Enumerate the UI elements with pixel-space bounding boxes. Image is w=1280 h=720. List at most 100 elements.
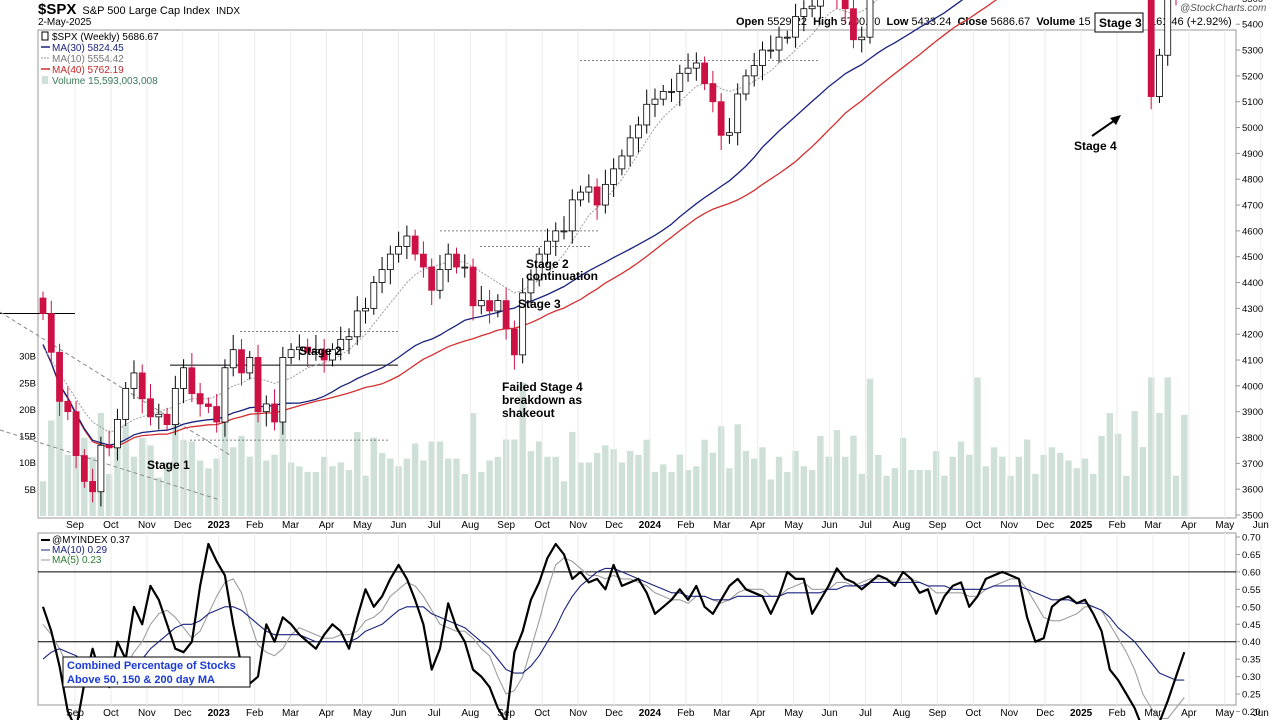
lower-tick-3: 0.55	[1242, 585, 1261, 596]
candle-body-12	[138, 372, 146, 400]
volume-bar-79	[693, 466, 700, 516]
lower-tick-8: 0.30	[1242, 672, 1261, 683]
lower-x-tick-25: Oct	[966, 708, 982, 719]
volume-bar-107	[924, 470, 932, 516]
lower-x-tick-24: Sep	[928, 708, 946, 719]
volume-bar-37	[345, 470, 353, 516]
price-tick-11: 5000	[1242, 123, 1263, 134]
annotation-stage3a: Stage 3	[518, 297, 561, 311]
volume-bar-106	[916, 470, 923, 516]
volume-label: Volume	[1036, 16, 1076, 28]
lower-series-1	[42, 567, 1185, 681]
volume-bar-41	[378, 452, 386, 516]
volume-bar-20	[205, 468, 212, 516]
volume-bar-22	[221, 397, 229, 516]
candle-27	[262, 395, 270, 427]
lower-tick-9: 0.25	[1242, 690, 1261, 701]
volume-bar-34	[320, 456, 328, 516]
price-tick-17: 4400	[1242, 278, 1263, 289]
volume-bar-3	[64, 454, 72, 516]
candle-body-79	[692, 62, 700, 69]
candle-body-57	[510, 328, 518, 356]
candle-8	[105, 430, 113, 457]
candle-body-42	[386, 253, 394, 271]
annotation-stage3b-bg	[1094, 12, 1144, 33]
volume-bar-96	[833, 430, 841, 516]
candle-body-64	[568, 199, 576, 232]
lower-tick-10: 0.20	[1242, 707, 1261, 718]
volume-bar-108	[932, 451, 940, 516]
candle-body-49	[444, 253, 452, 271]
candle-body-65	[577, 191, 584, 201]
candle-body-47	[428, 266, 436, 291]
volume-bar-101	[875, 454, 882, 516]
candle-20	[204, 397, 212, 413]
symbol-header: $SPX S&P 500 Large Cap Index INDX	[38, 1, 240, 18]
volume-bar-49	[445, 458, 452, 516]
volume-bar-86	[751, 458, 758, 516]
volume-bar-35	[329, 466, 336, 516]
candle-1	[47, 300, 55, 363]
x-tick-15: Dec	[605, 520, 623, 531]
volume-bar-13	[147, 445, 154, 516]
candle-body-36	[337, 338, 345, 351]
x-tick-5: Feb	[246, 520, 264, 531]
x-tick-27: Dec	[1036, 520, 1054, 531]
volume-bar-31	[296, 466, 303, 516]
candle-body-98	[850, 8, 857, 41]
candle-38	[353, 296, 361, 346]
volume-bar-74	[651, 471, 659, 516]
annotation-failed-line1: Failed Stage 4	[502, 380, 583, 394]
chart-date: 2-May-2025	[38, 17, 92, 28]
candle-11	[130, 360, 138, 400]
lower-legend-ma10: MA(10) 0.29	[52, 545, 107, 556]
candle-56	[502, 287, 510, 340]
price-tick-26: 3500	[1242, 511, 1263, 522]
volume-bar-76	[668, 472, 675, 516]
volume-bar-17	[180, 439, 187, 516]
candles	[39, 0, 1177, 507]
x-tick-9: Jun	[390, 520, 406, 531]
candle-96	[836, 0, 838, 9]
candle-25	[246, 350, 254, 380]
close-value: 5686.67	[990, 16, 1031, 28]
candle-57	[510, 320, 518, 370]
candle-19	[196, 383, 204, 417]
candle-22	[221, 359, 229, 437]
candle-49	[444, 243, 452, 283]
lower-x-tick-5: Feb	[246, 708, 264, 719]
lower-x-tick-16: 2024	[639, 708, 662, 719]
combined-label-line1: Combined Percentage of Stocks	[67, 660, 236, 672]
volume-bar-24	[238, 435, 245, 516]
candle-87	[759, 41, 766, 81]
volume-bar-27	[263, 460, 270, 516]
x-tick-13: Oct	[534, 520, 550, 531]
candle-80	[701, 56, 708, 91]
volume-bar-47	[428, 441, 435, 516]
candle-body-85	[742, 75, 750, 95]
lower-tick-1: 0.65	[1242, 550, 1261, 561]
volume-bar-137	[1172, 475, 1180, 516]
volume-bar-38	[354, 432, 361, 516]
candle-63	[560, 216, 568, 240]
x-tick-29: Feb	[1108, 520, 1126, 531]
x-tick-23: Aug	[893, 520, 911, 531]
volume-bar-132	[1131, 411, 1138, 516]
lower-x-tick-32: May	[1215, 708, 1234, 719]
volume-bar-10	[122, 424, 129, 516]
candle-body-84	[734, 93, 742, 134]
candle-65	[577, 185, 584, 207]
candle-body-51	[461, 266, 469, 269]
candle-body-73	[643, 103, 651, 126]
volume-bar-119	[1023, 439, 1031, 516]
lower-x-tick-23: Aug	[893, 708, 911, 719]
volume-bar-125	[1073, 468, 1080, 516]
lower-x-tick-26: Nov	[1000, 708, 1018, 719]
candle-body-80	[701, 62, 708, 85]
lower-x-tick-12: Sep	[497, 708, 515, 719]
volume-bar-28	[271, 454, 278, 516]
candle-42	[386, 245, 394, 285]
candle-body-86	[750, 65, 758, 77]
combined-label-line2: Above 50, 150 & 200 day MA	[67, 674, 215, 686]
volume-bars	[39, 377, 1188, 516]
